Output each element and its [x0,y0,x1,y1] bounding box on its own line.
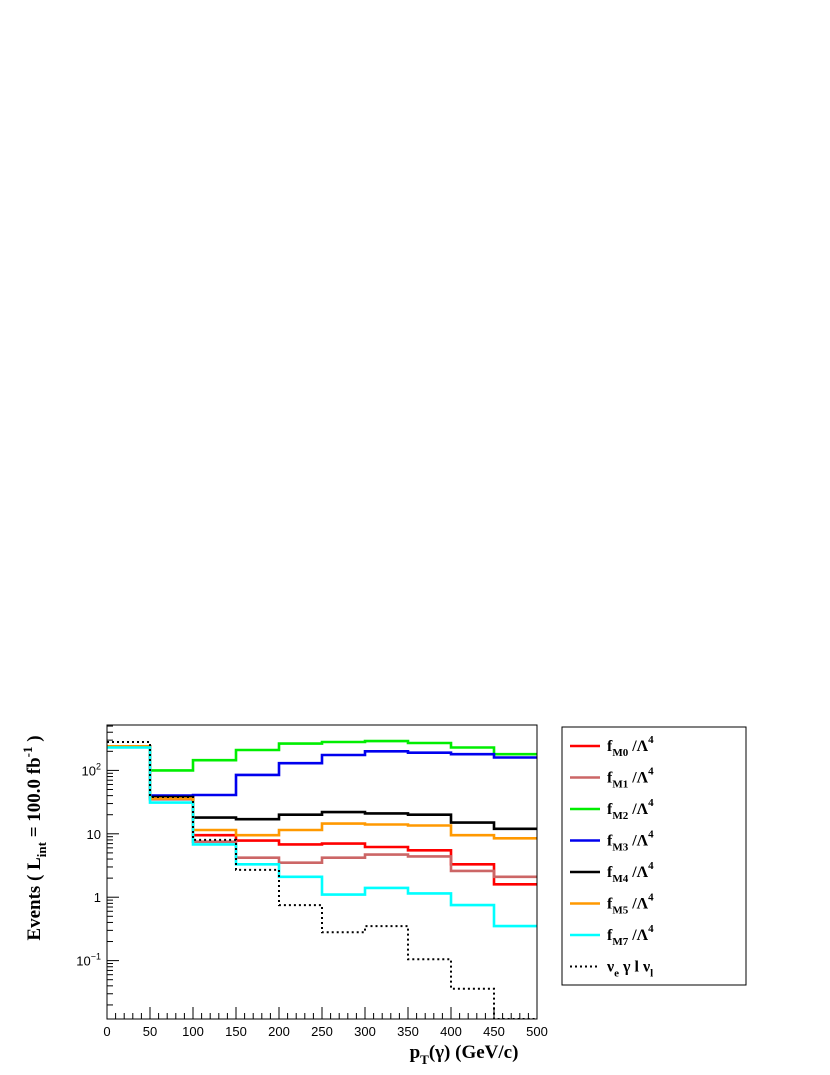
x-tick-label: 500 [526,1024,548,1039]
x-tick-label: 0 [103,1024,110,1039]
legend: fM0 /Λ4 fM1 /Λ4 fM2 /Λ4 fM3 /Λ4 fM4 /Λ4 fM5 /… [561,726,747,986]
legend-label-0: fM0 /Λ4 [607,734,654,759]
y-axis-title: Events ( Lint = 100.0 fb-1 ) [20,735,49,940]
legend-box [561,726,747,986]
legend-label-3: fM3 /Λ4 [607,829,654,854]
series-layer [107,739,537,1019]
legend-label-1: fM1 /Λ4 [607,766,654,791]
x-tick-label: 50 [143,1024,157,1039]
legend-label-5: fM5 /Λ4 [607,892,654,917]
legend-label-6: fM7 /Λ4 [607,923,654,948]
x-tick-label: 200 [268,1024,290,1039]
x-tick-label: 350 [397,1024,419,1039]
x-tick-label: 300 [354,1024,376,1039]
y-tick-label: 10 [87,827,101,842]
series-line-6 [107,746,537,928]
series-line-3 [107,745,537,797]
labels-layer: 0 50 100 150 200 250 300 350 400 450 500 10−1 1 10 102… [20,735,548,1067]
x-tick-label: 400 [440,1024,462,1039]
series-line-7 [107,741,537,1019]
y-tick-label: 1 [94,890,101,905]
x-tick-label: 250 [311,1024,333,1039]
legend-label-2: fM2 /Λ4 [607,797,654,822]
series-line-2 [107,739,537,772]
y-tick-label: 102 [82,761,101,778]
x-axis-title: pT(γ) (GeV/c) [410,1042,519,1067]
legend-label-4: fM4 /Λ4 [607,860,654,885]
x-tick-label: 450 [483,1024,505,1039]
axes-layer [106,724,538,1020]
legend-label-7: νe γ l νl [606,959,653,980]
y-tick-label: 10−1 [76,952,101,969]
x-tick-label: 100 [182,1024,204,1039]
x-tick-label: 150 [225,1024,247,1039]
